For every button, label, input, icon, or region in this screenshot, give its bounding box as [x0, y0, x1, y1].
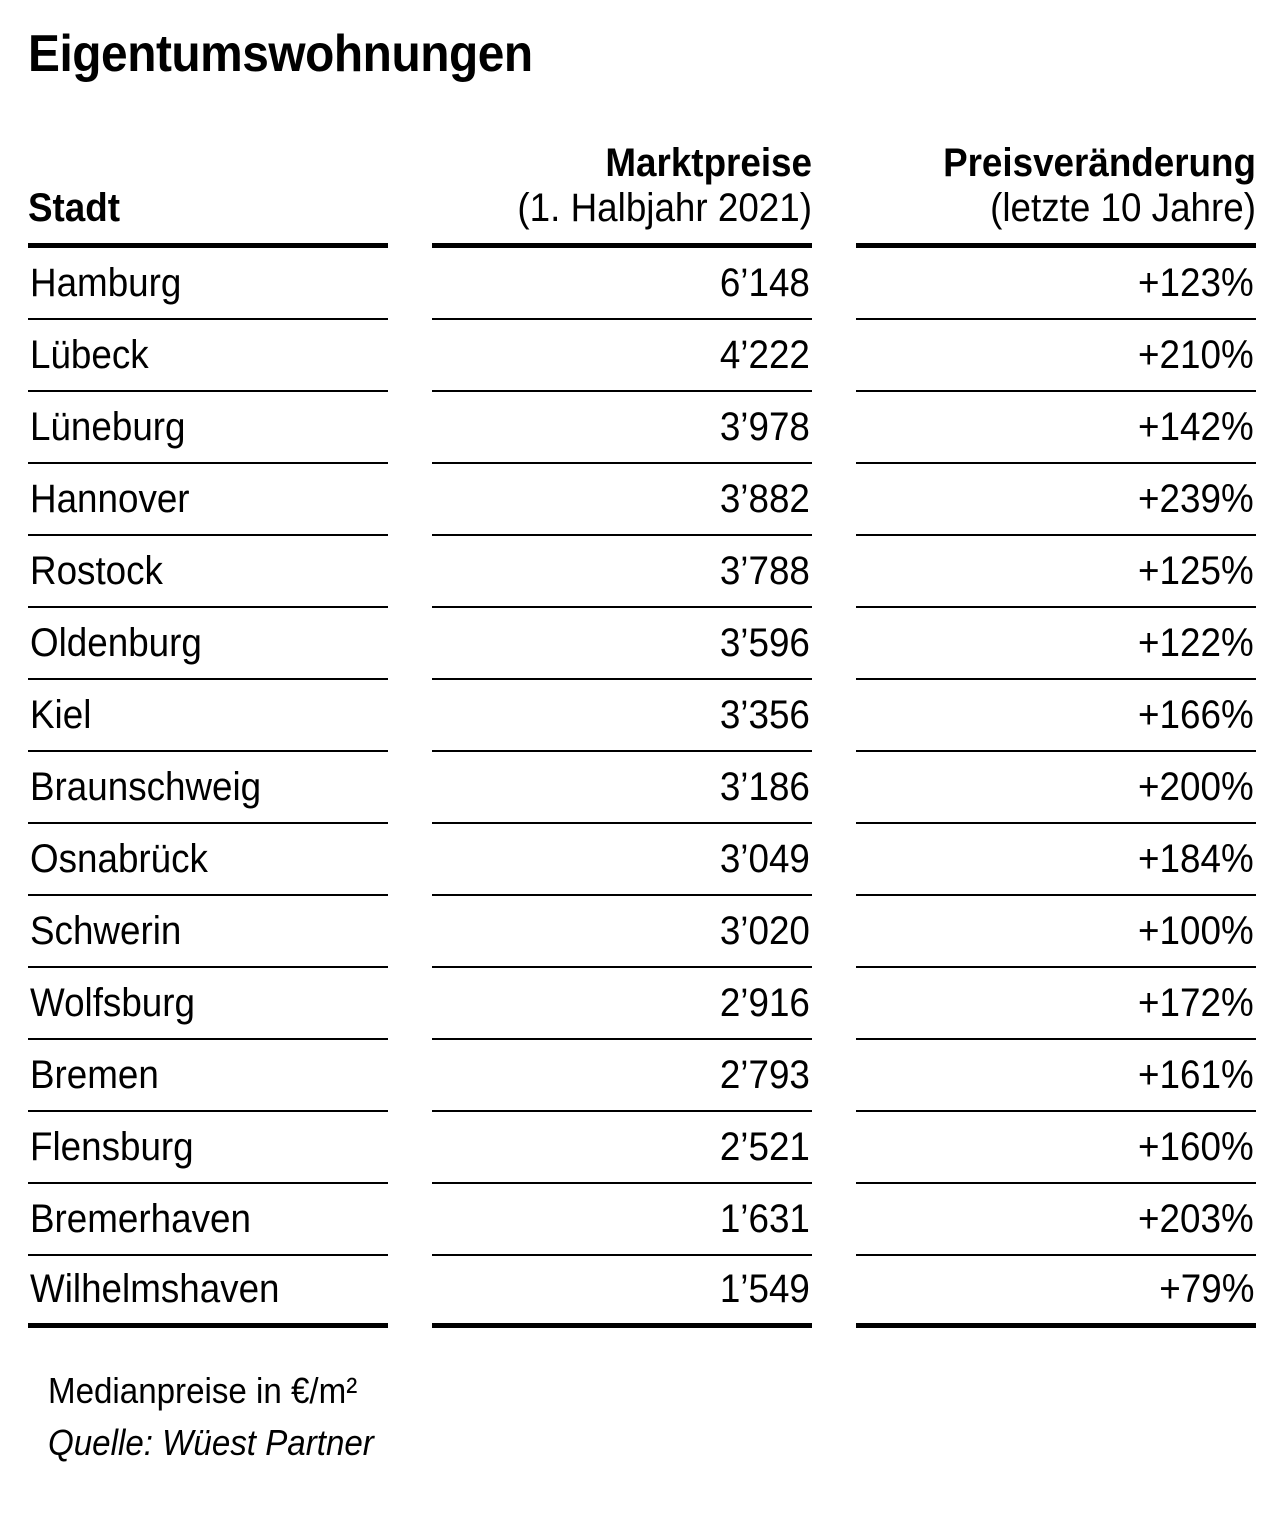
cell-change: +166% [856, 680, 1256, 752]
cell-change: +79% [856, 1256, 1256, 1328]
cell-price: 3’020 [432, 896, 812, 968]
cell-price: 3’356 [432, 680, 812, 752]
cell-city: Oldenburg [28, 608, 388, 680]
cell-change: +184% [856, 824, 1256, 896]
cell-price: 2’793 [432, 1040, 812, 1112]
cell-city: Flensburg [28, 1112, 388, 1184]
cell-price: 4’222 [432, 320, 812, 392]
cell-change: +200% [856, 752, 1256, 824]
header-change-label: Preisveränderung [888, 141, 1256, 186]
header-city: Stadt [28, 140, 388, 248]
cell-city: Rostock [28, 536, 388, 608]
cell-city: Braunschweig [28, 752, 388, 824]
footer: Medianpreise in €/m² Quelle: Wüest Partn… [28, 1370, 1251, 1464]
source: Quelle: Wüest Partner [48, 1422, 1155, 1464]
cell-change: +161% [856, 1040, 1256, 1112]
cell-city: Wilhelmshaven [28, 1256, 388, 1328]
cell-price: 3’978 [432, 392, 812, 464]
cell-city: Bremen [28, 1040, 388, 1112]
cell-price: 3’882 [432, 464, 812, 536]
cell-change: +203% [856, 1184, 1256, 1256]
footnote: Medianpreise in €/m² [48, 1370, 1155, 1412]
cell-change: +123% [856, 248, 1256, 320]
header-price-label: Marktpreise [462, 141, 812, 186]
header-city-label: Stadt [28, 186, 359, 231]
column-city: Stadt HamburgLübeckLüneburgHannoverRosto… [28, 140, 388, 1328]
cell-change: +122% [856, 608, 1256, 680]
rows-price: 6’1484’2223’9783’8823’7883’5963’3563’186… [432, 248, 812, 1328]
cell-city: Kiel [28, 680, 388, 752]
cell-change: +160% [856, 1112, 1256, 1184]
header-price-sublabel: (1. Halbjahr 2021) [462, 186, 812, 231]
cell-price: 3’049 [432, 824, 812, 896]
cell-change: +210% [856, 320, 1256, 392]
header-change: Preisveränderung (letzte 10 Jahre) [856, 140, 1256, 248]
column-price: Marktpreise (1. Halbjahr 2021) 6’1484’22… [432, 140, 812, 1328]
cell-price: 3’596 [432, 608, 812, 680]
cell-city: Lübeck [28, 320, 388, 392]
cell-price: 1’549 [432, 1256, 812, 1328]
page-title: Eigentumswohnungen [28, 24, 1153, 84]
cell-change: +142% [856, 392, 1256, 464]
rows-change: +123%+210%+142%+239%+125%+122%+166%+200%… [856, 248, 1256, 1328]
cell-price: 2’916 [432, 968, 812, 1040]
cell-price: 6’148 [432, 248, 812, 320]
price-table: Stadt HamburgLübeckLüneburgHannoverRosto… [28, 140, 1251, 1328]
cell-change: +172% [856, 968, 1256, 1040]
column-change: Preisveränderung (letzte 10 Jahre) +123%… [856, 140, 1256, 1328]
cell-price: 3’788 [432, 536, 812, 608]
cell-change: +239% [856, 464, 1256, 536]
cell-city: Hannover [28, 464, 388, 536]
cell-city: Hamburg [28, 248, 388, 320]
rows-city: HamburgLübeckLüneburgHannoverRostockOlde… [28, 248, 388, 1328]
cell-city: Wolfsburg [28, 968, 388, 1040]
cell-city: Lüneburg [28, 392, 388, 464]
cell-change: +100% [856, 896, 1256, 968]
cell-city: Bremerhaven [28, 1184, 388, 1256]
cell-city: Schwerin [28, 896, 388, 968]
cell-price: 2’521 [432, 1112, 812, 1184]
cell-price: 3’186 [432, 752, 812, 824]
cell-price: 1’631 [432, 1184, 812, 1256]
cell-city: Osnabrück [28, 824, 388, 896]
header-change-sublabel: (letzte 10 Jahre) [888, 186, 1256, 231]
header-price: Marktpreise (1. Halbjahr 2021) [432, 140, 812, 248]
cell-change: +125% [856, 536, 1256, 608]
